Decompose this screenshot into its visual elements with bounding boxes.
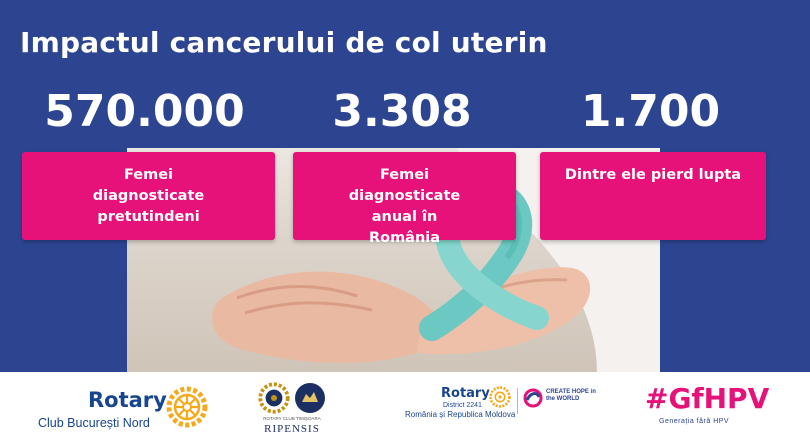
rotary-wheel-icon — [166, 386, 208, 428]
stat-value-deaths: 1.700 — [580, 86, 721, 137]
hashtag-wordmark: #GfHPV — [645, 382, 770, 415]
rotary-wheel-icon — [258, 382, 290, 414]
stat-value-romania: 3.308 — [332, 86, 472, 137]
page-title: Impactul cancerului de col uterin — [20, 26, 548, 59]
ripensis-wordmark: RIPENSIS — [264, 423, 320, 435]
logo-ripensis: ROTARY CLUB TIMIȘOARA RIPENSIS — [252, 380, 332, 442]
stat-card-deaths: Dintre ele pierd lupta — [540, 152, 766, 240]
logo-gfhpv: #GfHPV Generația fără HPV — [645, 382, 775, 437]
logo-rotary-bucuresti-nord: Rotary Club București Nord — [30, 382, 215, 437]
stat-value-worldwide: 570.000 — [44, 86, 245, 137]
club-name: Club București Nord — [38, 416, 150, 430]
create-hope-icon — [523, 388, 543, 408]
region-label: România și Republica Moldova — [405, 410, 516, 419]
rotary-wheel-icon — [489, 386, 511, 408]
stat-label-romania: Femei diagnosticate anual în România — [348, 167, 461, 246]
stat-label-deaths: Dintre ele pierd lupta — [564, 167, 742, 183]
stat-card-romania: Femei diagnosticate anual în România — [293, 152, 516, 246]
divider — [517, 388, 518, 414]
stat-label-worldwide: Femei diagnosticate pretutindeni — [92, 167, 205, 225]
tagline: Generația fără HPV — [659, 418, 730, 425]
rotary-wordmark: Rotary — [441, 386, 490, 401]
partner-logos-footer: Rotary Club București Nord ROTARY CLUB T… — [0, 372, 810, 445]
create-hope-slogan: CREATE HOPE in the WORLD — [546, 389, 596, 402]
club-small-text: ROTARY CLUB TIMIȘOARA — [263, 416, 321, 421]
rotary-wordmark: Rotary — [88, 388, 167, 412]
logo-district-2241: Rotary CREATE HOPE in the WORLD District… — [405, 384, 600, 439]
district-label: District 2241 — [443, 402, 482, 409]
slide-panel: Impactul cancerului de col uterin 570.00… — [0, 0, 810, 372]
stat-card-worldwide: Femei diagnosticate pretutindeni — [22, 152, 275, 240]
wolf-emblem-icon — [295, 383, 325, 413]
